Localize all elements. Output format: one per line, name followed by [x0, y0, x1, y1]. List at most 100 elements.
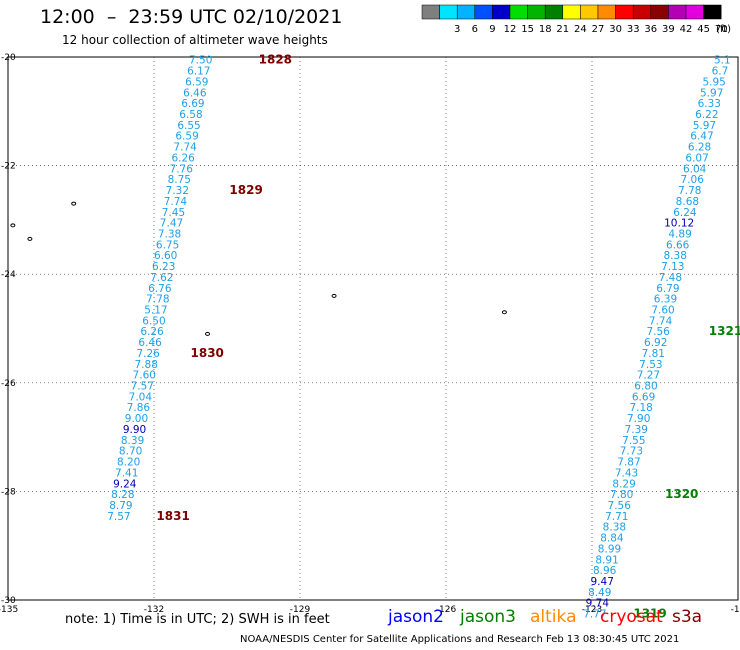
- swh-value-label: 7.62: [150, 272, 173, 284]
- map-frame: [7, 56, 739, 601]
- swh-value-label: 6.22: [695, 109, 718, 121]
- swh-value-label: 5.97: [693, 120, 716, 132]
- map-subtitle: 12 hour collection of altimeter wave hei…: [62, 33, 328, 47]
- swh-value-label: 7.80: [610, 489, 633, 501]
- swh-value-label: 8.20: [117, 457, 140, 469]
- legend-tick-label: 21: [556, 24, 569, 35]
- swh-value-label: 7.57: [131, 381, 154, 393]
- swh-value-label: 7.53: [639, 359, 662, 371]
- legend-tick-label: 24: [574, 24, 587, 35]
- legend-tick-label: 27: [592, 24, 605, 35]
- swh-value-label: 8.79: [109, 500, 132, 512]
- map-title: 12:00 – 23:59 UTC 02/10/2021: [40, 6, 343, 28]
- swh-value-label: 7.74: [164, 196, 188, 208]
- lat-tick-label: -20: [1, 53, 16, 63]
- satellite-legend-item: jason3: [460, 607, 516, 627]
- swh-value-label: 8.70: [119, 446, 142, 458]
- swh-value-label: 9.24: [113, 478, 137, 490]
- swh-value-label: 6.59: [175, 131, 198, 143]
- swh-value-label: 7.78: [678, 185, 701, 197]
- swh-value-label: 9.00: [125, 413, 148, 425]
- swh-value-label: 7.04: [129, 391, 153, 403]
- legend-tick-label: 12: [504, 24, 517, 35]
- swh-value-label: 8.39: [121, 435, 144, 447]
- swh-value-label: 7.76: [170, 163, 194, 175]
- swh-value-label: 8.49: [588, 587, 611, 599]
- swh-value-label: 6.28: [688, 142, 711, 154]
- legend-tick-label: 15: [521, 24, 534, 35]
- legend-tick-label: 18: [539, 24, 552, 35]
- lat-tick-label: -24: [1, 270, 16, 280]
- swh-value-label: 7.56: [608, 500, 632, 512]
- swh-value-label: 8.99: [598, 543, 621, 555]
- swh-value-label: 8.28: [111, 489, 134, 501]
- swh-value-label: 7.73: [620, 446, 643, 458]
- island-marker: [71, 201, 77, 206]
- swh-value-label: 6.26: [171, 152, 195, 164]
- swh-value-label: 7.60: [133, 370, 156, 382]
- swh-value-label: 6.39: [654, 294, 677, 306]
- swh-value-label: 6.46: [138, 337, 162, 349]
- pass-time-label: 1831: [156, 509, 189, 523]
- swh-value-label: 8.29: [612, 478, 635, 490]
- legend-swatch: [703, 4, 722, 20]
- swh-value-label: 8.38: [664, 250, 687, 262]
- legend-tick-label: 6: [472, 24, 478, 35]
- swh-value-label: 7.26: [136, 348, 160, 360]
- swh-value-label: 7.27: [637, 370, 660, 382]
- lon-tick-label: -135: [0, 605, 18, 615]
- swh-value-label: 6.69: [181, 98, 204, 110]
- swh-value-label: 8.91: [595, 554, 618, 566]
- legend-unit: (ft): [716, 24, 731, 35]
- swh-value-label: 7.41: [115, 467, 138, 479]
- swh-value-label: 6.92: [644, 337, 667, 349]
- pass-time-label: 1828: [259, 53, 292, 67]
- lon-tick-label: -126: [436, 605, 457, 615]
- swh-value-label: 6.80: [634, 381, 657, 393]
- swh-value-label: 6.26: [140, 326, 164, 338]
- swh-value-label: 6.04: [683, 163, 707, 175]
- swh-value-label: 6.69: [632, 391, 655, 403]
- legend-tick-label: 30: [609, 24, 622, 35]
- swh-value-label: 7.78: [146, 294, 169, 306]
- swh-value-label: 6.79: [656, 283, 679, 295]
- pass-time-label: 1321: [709, 324, 740, 338]
- swh-value-label: 6.59: [185, 76, 208, 88]
- island-marker: [27, 236, 33, 241]
- legend-tick-label: 3: [454, 24, 460, 35]
- swh-value-label: 6.75: [156, 239, 179, 251]
- lon-tick-label: -129: [290, 605, 311, 615]
- swh-value-label: 6.7: [712, 66, 729, 78]
- swh-value-label: 10.12: [664, 218, 694, 230]
- swh-value-label: 5.95: [702, 76, 725, 88]
- swh-value-label: 7.87: [617, 457, 640, 469]
- swh-value-label: 6.46: [183, 87, 207, 99]
- swh-value-label: 6.47: [690, 131, 713, 143]
- legend-tick-label: 42: [680, 24, 693, 35]
- lat-tick-label: -30: [1, 596, 16, 606]
- swh-value-label: 8.96: [593, 565, 617, 577]
- swh-value-label: 7.55: [622, 435, 645, 447]
- swh-value-label: 7.39: [625, 424, 648, 436]
- color-legend: 3 6 9 12 15 18 21 24 27 30 33 36 39 42 45 70(ft): [421, 4, 731, 35]
- swh-value-label: 7.74: [649, 315, 673, 327]
- swh-value-label: 9.74: [586, 598, 610, 610]
- satellite-legend-item: cryosat: [600, 607, 663, 627]
- legend-tick-label: 45: [697, 24, 710, 35]
- swh-value-label: 7.18: [629, 402, 652, 414]
- pass-time-label: 1319: [633, 607, 666, 621]
- swh-value-label: 6.07: [685, 152, 708, 164]
- swh-value-label: 7.57: [107, 511, 130, 523]
- swh-value-label: 7.06: [681, 174, 705, 186]
- legend-tick-label: 36: [644, 24, 657, 35]
- swh-value-label: 8.84: [600, 533, 624, 545]
- footer-credit: NOAA/NESDIS Center for Satellite Applica…: [240, 634, 680, 645]
- pass-time-label: 1829: [229, 183, 262, 197]
- swh-value-label: 7.38: [158, 228, 181, 240]
- island-marker: [501, 310, 507, 315]
- swh-value-label: 7.48: [659, 272, 682, 284]
- swh-value-label: 6.23: [152, 261, 175, 273]
- swh-value-label: 7.74: [173, 142, 197, 154]
- island-marker: [205, 331, 211, 336]
